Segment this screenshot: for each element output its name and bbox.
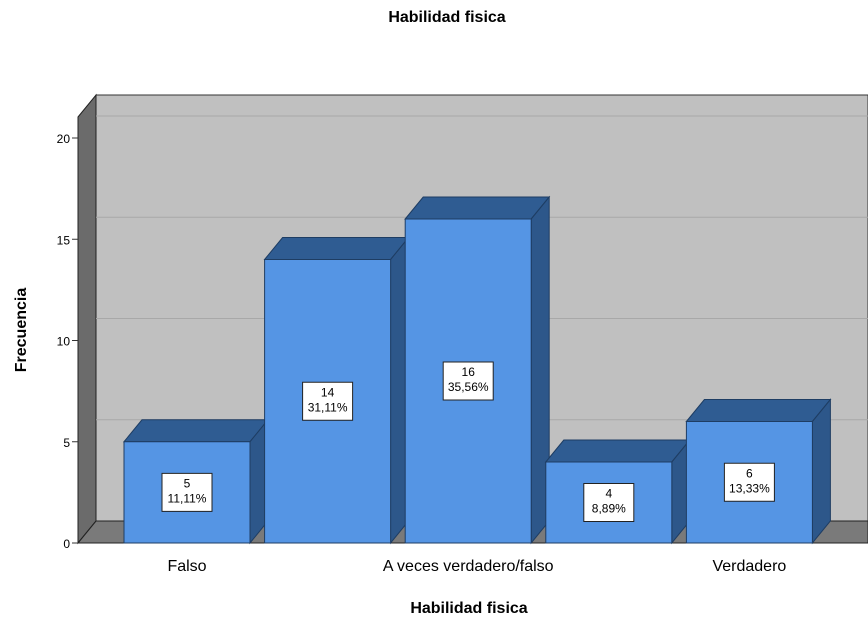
- percent-label: 8,89%: [592, 502, 626, 516]
- bar-top: [404, 196, 551, 220]
- chart-title: Habilidad fisica: [388, 9, 505, 26]
- bar-top: [263, 237, 410, 260]
- value-label: 6: [746, 466, 753, 480]
- percent-label: 11,11%: [168, 492, 207, 506]
- y-tick-label: 5: [63, 436, 70, 450]
- percent-label: 35,56%: [448, 380, 489, 394]
- y-tick-label: 15: [57, 233, 71, 247]
- bar-top: [122, 419, 270, 443]
- x-axis-label: Habilidad fisica: [410, 600, 527, 617]
- percent-label: 13,33%: [729, 481, 770, 495]
- value-label: 4: [605, 487, 612, 501]
- x-tick-label: A veces verdadero/falso: [383, 558, 554, 575]
- value-label: 16: [462, 365, 476, 379]
- bar-top: [544, 439, 691, 463]
- value-label-box: [302, 381, 354, 421]
- value-label-box: [583, 483, 635, 522]
- value-label-box: [161, 472, 213, 512]
- y-tick-label: 10: [57, 335, 71, 349]
- x-tick-label: Verdadero: [712, 558, 786, 575]
- value-label-box: [723, 462, 775, 502]
- y-axis-label: Frecuencia: [13, 288, 30, 373]
- y-tick-label: 0: [63, 537, 70, 551]
- percent-label: 31,11%: [308, 400, 348, 414]
- x-tick-label: Falso: [167, 558, 206, 575]
- bar-side: [811, 398, 831, 545]
- y-tick-label: 20: [57, 132, 71, 146]
- value-label-box: [442, 361, 494, 401]
- value-label: 14: [321, 385, 335, 399]
- value-label: 5: [184, 477, 191, 491]
- left-wall: [77, 93, 97, 545]
- bar-top: [685, 399, 832, 422]
